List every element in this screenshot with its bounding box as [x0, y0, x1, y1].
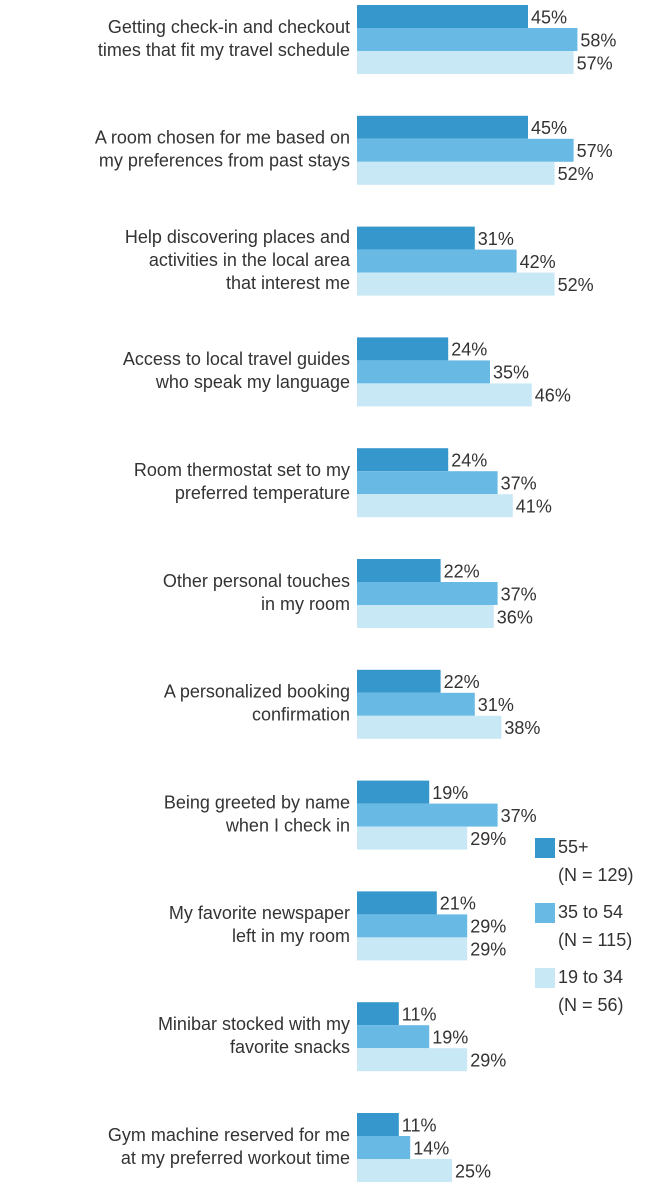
bar	[357, 115, 528, 139]
bar	[357, 448, 449, 472]
category-label: who speak my language	[155, 372, 350, 392]
legend-swatch	[535, 903, 555, 923]
category-label: My favorite newspaper	[169, 903, 350, 923]
value-label: 52%	[558, 164, 594, 184]
category-label: times that fit my travel schedule	[98, 40, 350, 60]
legend-swatch	[535, 838, 555, 858]
value-label: 45%	[531, 7, 567, 27]
bar	[357, 1002, 399, 1026]
category-label: Minibar stocked with my	[158, 1014, 350, 1034]
category-label: when I check in	[225, 815, 350, 835]
bar	[357, 272, 555, 296]
bar	[357, 1113, 399, 1136]
value-label: 41%	[516, 496, 552, 516]
category-label: A personalized booking	[164, 682, 350, 702]
value-label: 11%	[402, 1115, 437, 1135]
category-label: Getting check-in and checkout	[108, 17, 350, 37]
value-label: 38%	[504, 718, 540, 738]
value-label: 57%	[577, 53, 613, 73]
value-label: 46%	[535, 386, 571, 406]
bar	[357, 1136, 411, 1159]
category-label: my preferences from past stays	[99, 151, 350, 171]
bar	[357, 471, 498, 495]
bar	[357, 692, 475, 716]
value-label: 14%	[413, 1138, 449, 1158]
value-label: 45%	[531, 118, 567, 138]
bar	[357, 226, 475, 250]
value-label: 19%	[432, 1027, 468, 1047]
legend-note: (N = 129)	[558, 865, 634, 885]
bar	[357, 582, 498, 605]
value-label: 31%	[478, 695, 514, 715]
bar	[357, 5, 528, 28]
bar	[357, 138, 574, 162]
category-label: left in my room	[232, 926, 350, 946]
value-label: 29%	[470, 940, 506, 960]
category-label: activities in the local area	[149, 250, 351, 270]
value-label: 42%	[520, 252, 556, 272]
bar	[357, 715, 502, 739]
category-label: Being greeted by name	[164, 792, 350, 812]
category-label: in my room	[261, 594, 350, 614]
bar	[357, 826, 468, 850]
category-label: confirmation	[252, 705, 350, 725]
bar	[357, 669, 441, 693]
legend-label: 19 to 34	[558, 967, 623, 987]
value-label: 29%	[470, 829, 506, 849]
category-label: A room chosen for me based on	[95, 128, 350, 148]
category-label: Other personal touches	[163, 571, 350, 591]
bar	[357, 1159, 452, 1182]
value-label: 11%	[402, 1004, 437, 1024]
value-label: 37%	[501, 806, 537, 826]
bar	[357, 559, 441, 582]
category-label: Access to local travel guides	[123, 349, 350, 369]
value-label: 29%	[470, 1050, 506, 1070]
bar	[357, 51, 574, 74]
bar	[357, 337, 449, 361]
legend-note: (N = 56)	[558, 995, 624, 1015]
value-label: 37%	[501, 584, 537, 604]
category-label: favorite snacks	[230, 1037, 350, 1057]
category-label: that interest me	[226, 273, 350, 293]
value-label: 52%	[558, 275, 594, 295]
category-label: Gym machine reserved for me	[108, 1125, 350, 1145]
value-label: 36%	[497, 607, 533, 627]
value-label: 35%	[493, 363, 529, 383]
value-label: 25%	[455, 1161, 491, 1181]
bar	[357, 494, 513, 518]
legend-label: 35 to 54	[558, 902, 623, 922]
bar	[357, 891, 437, 915]
category-label: at my preferred workout time	[121, 1148, 350, 1168]
legend-note: (N = 115)	[558, 930, 632, 950]
value-label: 31%	[478, 229, 514, 249]
bar	[357, 803, 498, 827]
value-label: 58%	[580, 30, 616, 50]
value-label: 22%	[444, 672, 480, 692]
value-label: 57%	[577, 141, 613, 161]
bar	[357, 360, 490, 384]
value-label: 19%	[432, 783, 468, 803]
bar	[357, 1025, 430, 1049]
value-label: 24%	[451, 450, 487, 470]
bar	[357, 605, 494, 628]
category-label: Help discovering places and	[125, 227, 350, 247]
value-label: 29%	[470, 917, 506, 937]
value-label: 37%	[501, 473, 537, 493]
legend-swatch	[535, 968, 555, 988]
category-label: Room thermostat set to my	[134, 460, 350, 480]
bar	[357, 780, 430, 804]
bar	[357, 161, 555, 185]
value-label: 22%	[444, 561, 480, 581]
value-label: 21%	[440, 894, 476, 914]
category-label: preferred temperature	[175, 483, 350, 503]
bar	[357, 383, 532, 407]
bar	[357, 28, 578, 51]
bar	[357, 937, 468, 961]
bar	[357, 249, 517, 273]
legend-label: 55+	[558, 837, 589, 857]
value-label: 24%	[451, 340, 487, 360]
bar	[357, 914, 468, 938]
bar	[357, 1048, 468, 1072]
